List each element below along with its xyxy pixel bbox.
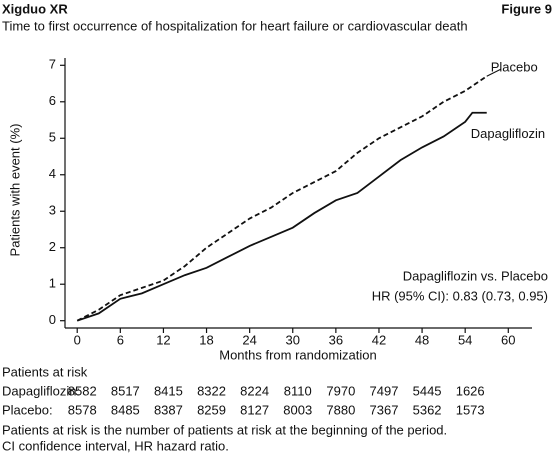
footnote: CI confidence interval, HR hazard ratio. <box>2 438 229 453</box>
chart-title: Time to first occurrence of hospitalizat… <box>2 18 468 33</box>
y-tick-label: 2 <box>49 239 56 254</box>
x-tick-label: 60 <box>501 332 515 347</box>
footnote: Patients at risk is the number of patien… <box>2 422 447 437</box>
risk-title: Patients at risk <box>2 364 88 379</box>
y-tick-label: 0 <box>49 312 56 327</box>
risk-value: 8127 <box>240 402 269 417</box>
risk-value: 8578 <box>68 402 97 417</box>
line-series <box>76 111 487 322</box>
risk-value: 7970 <box>326 383 355 398</box>
risk-value: 1626 <box>456 383 485 398</box>
annotation: Dapagliflozin vs. Placebo <box>403 268 548 283</box>
x-tick-label: 0 <box>74 332 81 347</box>
x-tick-label: 54 <box>458 332 472 347</box>
figure-label: Figure 9 <box>501 1 552 16</box>
y-tick-label: 7 <box>49 57 56 72</box>
risk-value: 7367 <box>370 402 399 417</box>
risk-value: 8415 <box>154 383 183 398</box>
annotation: HR (95% CI): 0.83 (0.73, 0.95) <box>372 288 548 303</box>
x-tick-label: 18 <box>199 332 213 347</box>
risk-value: 8387 <box>154 402 183 417</box>
y-tick-label: 5 <box>49 130 56 145</box>
risk-value: 8003 <box>283 402 312 417</box>
risk-value: 8259 <box>197 402 226 417</box>
risk-value: 7880 <box>326 402 355 417</box>
x-tick-label: 48 <box>415 332 429 347</box>
y-tick-label: 1 <box>49 276 56 291</box>
y-tick-label: 3 <box>49 203 56 218</box>
header: Xigduo XR <box>2 1 68 16</box>
label-leader <box>486 68 501 77</box>
risk-value: 8582 <box>68 383 97 398</box>
x-tick-label: 24 <box>242 332 256 347</box>
risk-value: 7497 <box>370 383 399 398</box>
series-label: Placebo <box>491 60 538 75</box>
x-tick-label: 30 <box>286 332 300 347</box>
x-tick-label: 12 <box>156 332 170 347</box>
x-tick-label: 6 <box>117 332 124 347</box>
risk-value: 8110 <box>284 383 312 398</box>
risk-value: 1573 <box>456 402 485 417</box>
y-axis-label: Patients with event (%) <box>7 124 22 257</box>
risk-value: 8517 <box>111 383 140 398</box>
y-tick-label: 6 <box>49 93 56 108</box>
x-tick-label: 36 <box>329 332 343 347</box>
line-series <box>76 75 488 322</box>
risk-value: 8224 <box>240 383 269 398</box>
y-tick-label: 4 <box>49 166 56 181</box>
risk-value: 5445 <box>413 383 442 398</box>
risk-value: 8322 <box>197 383 226 398</box>
risk-row-label: Placebo: <box>2 402 53 417</box>
risk-value: 5362 <box>413 402 442 417</box>
risk-row-label: Dapagliflozin: <box>2 383 80 398</box>
risk-value: 8485 <box>111 402 140 417</box>
x-tick-label: 42 <box>372 332 386 347</box>
series-label: Dapagliflozin <box>471 126 545 141</box>
x-axis-label: Months from randomization <box>219 347 377 362</box>
